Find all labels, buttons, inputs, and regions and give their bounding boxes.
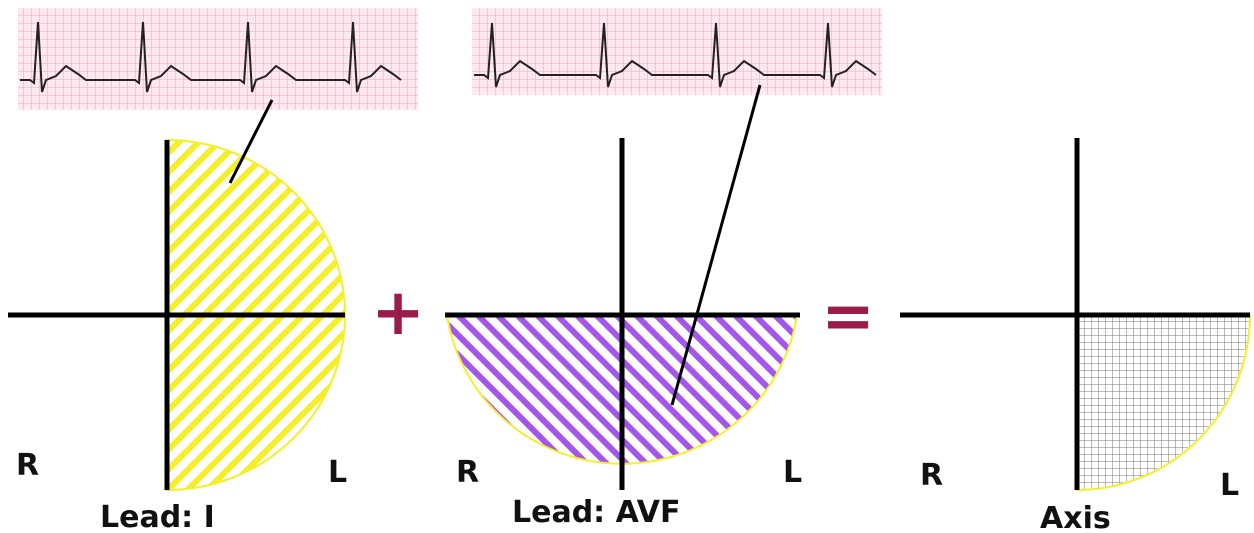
axis-region bbox=[1077, 315, 1250, 490]
caption: Lead: AVF bbox=[512, 495, 681, 530]
caption: Lead: I bbox=[100, 500, 215, 533]
label: R bbox=[16, 448, 39, 483]
ecg-strip bbox=[18, 8, 418, 110]
operator: + bbox=[371, 276, 425, 350]
label: R bbox=[920, 458, 943, 493]
ecg-strip bbox=[472, 8, 882, 95]
operator: = bbox=[821, 280, 875, 354]
label: L bbox=[1220, 468, 1239, 503]
diagram: R L Lead: I + R L Lead: AVF = R L Axis bbox=[0, 0, 1254, 533]
label: L bbox=[328, 455, 347, 490]
caption: Axis bbox=[1040, 501, 1111, 533]
label: R bbox=[456, 455, 479, 490]
label: L bbox=[783, 455, 802, 490]
